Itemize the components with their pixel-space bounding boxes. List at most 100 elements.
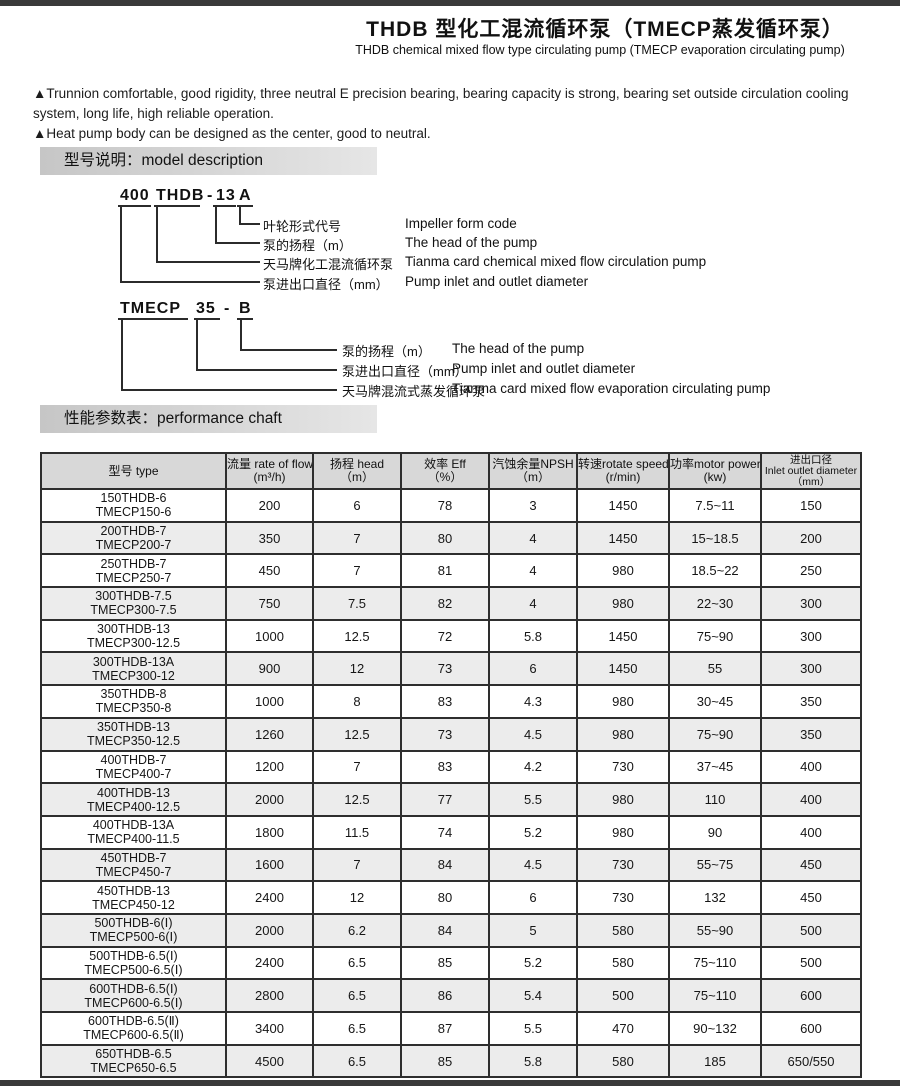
value-cell: 85 (400, 1043, 490, 1079)
value-cell: 980 (576, 782, 670, 817)
connector-line (196, 320, 337, 371)
diagram-label-en: Pump inlet and outlet diameter (405, 274, 589, 289)
code-token: 13 (216, 187, 236, 204)
table-row: 300THDB-7.5 TMECP300-7.5 750 7.5 82 4 980 22~30… (40, 586, 862, 621)
value-cell: 8 (312, 684, 402, 719)
value-cell: 1450 (576, 520, 670, 556)
connector-line (121, 320, 337, 391)
value-cell: 500 (576, 978, 670, 1013)
table-row: 350THDB-13 TMECP350-12.5 1260 12.5 73 4.5 980 7… (40, 716, 862, 752)
value-cell: 73 (400, 716, 490, 752)
value-cell: 3 (488, 488, 578, 523)
value-cell: 18.5~22 (668, 553, 762, 589)
value-cell: 82 (400, 586, 490, 621)
value-cell: 7 (312, 749, 402, 785)
diagram-label-en: Impeller form code (405, 216, 517, 231)
pump-type-cell: 150THDB-6 TMECP150-6 (40, 488, 227, 523)
value-cell: 400 (760, 749, 862, 785)
pump-type-cell: 400THDB-7 TMECP400-7 (40, 749, 227, 785)
code-token: TMECP (120, 300, 181, 317)
table-row: 400THDB-7 TMECP400-7 1200 7 83 4.2 730 37~45 400 (40, 749, 862, 785)
value-cell: 1600 (225, 847, 314, 883)
value-cell: 300 (760, 586, 862, 621)
value-cell: 7 (312, 520, 402, 556)
code-token: - (207, 187, 214, 204)
table-row: 400THDB-13A TMECP400-11.5 1800 11.5 74 5.2 980… (40, 814, 862, 850)
pump-type-cell: 400THDB-13 TMECP400-12.5 (40, 782, 227, 817)
value-cell: 900 (225, 651, 314, 687)
column-header: 效率 Eff （%） (400, 452, 490, 490)
value-cell: 4 (488, 553, 578, 589)
column-header: 汽蚀余量NPSH （m） (488, 452, 578, 490)
column-header: 功率motor power (kw) (668, 452, 762, 490)
value-cell: 350 (760, 716, 862, 752)
value-cell: 5.8 (488, 1043, 578, 1079)
value-cell: 12.5 (312, 716, 402, 752)
table-row: 500THDB-6(Ⅰ) TMECP500-6(Ⅰ) 2000 6.2 84 5 580 55… (40, 912, 862, 948)
value-cell: 90~132 (668, 1011, 762, 1046)
table-row: 600THDB-6.5(Ⅱ) TMECP600-6.5(Ⅱ) 3400 6.5 87 5.… (40, 1011, 862, 1046)
pump-type-cell: 500THDB-6(Ⅰ) TMECP500-6(Ⅰ) (40, 912, 227, 948)
table-row: 200THDB-7 TMECP200-7 350 7 80 4 1450 15~18.5 200 (40, 520, 862, 556)
table-row: 450THDB-7 TMECP450-7 1600 7 84 4.5 730 55~75 450 (40, 847, 862, 883)
code-token: B (239, 300, 252, 317)
value-cell: 110 (668, 782, 762, 817)
column-header: 转速rotate speed (r/min) (576, 452, 670, 490)
page-title-en: THDB chemical mixed flow type circulatin… (355, 43, 845, 57)
diagram-label-en: Tianma card mixed flow evaporation circu… (452, 381, 771, 396)
value-cell: 12.5 (312, 618, 402, 654)
value-cell: 350 (760, 684, 862, 719)
value-cell: 12.5 (312, 782, 402, 817)
value-cell: 980 (576, 684, 670, 719)
value-cell: 580 (576, 1043, 670, 1079)
value-cell: 400 (760, 782, 862, 817)
value-cell: 500 (760, 945, 862, 981)
value-cell: 15~18.5 (668, 520, 762, 556)
pump-type-cell: 650THDB-6.5 TMECP650-6.5 (40, 1043, 227, 1079)
value-cell: 1800 (225, 814, 314, 850)
pump-type-cell: 250THDB-7 TMECP250-7 (40, 553, 227, 589)
value-cell: 1200 (225, 749, 314, 785)
value-cell: 74 (400, 814, 490, 850)
value-cell: 2000 (225, 782, 314, 817)
value-cell: 980 (576, 586, 670, 621)
value-cell: 6 (312, 488, 402, 523)
value-cell: 80 (400, 520, 490, 556)
value-cell: 1000 (225, 618, 314, 654)
pump-type-cell: 400THDB-13A TMECP400-11.5 (40, 814, 227, 850)
diagram-label-cn: 泵进出口直径（mm） (263, 277, 389, 292)
value-cell: 1450 (576, 651, 670, 687)
value-cell: 5.2 (488, 814, 578, 850)
value-cell: 4.5 (488, 716, 578, 752)
value-cell: 12 (312, 880, 402, 915)
value-cell: 7.5 (312, 586, 402, 621)
value-cell: 1260 (225, 716, 314, 752)
pump-type-cell: 350THDB-13 TMECP350-12.5 (40, 716, 227, 752)
value-cell: 580 (576, 912, 670, 948)
table-row: 150THDB-6 TMECP150-6 200 6 78 3 1450 7.5~11 150 (40, 488, 862, 523)
code-token: THDB (156, 187, 205, 204)
performance-table: 型号 type 流量 rate of flow (m³/h) 扬程 head （m） 效率… (40, 452, 862, 1079)
value-cell: 200 (760, 520, 862, 556)
value-cell: 730 (576, 847, 670, 883)
value-cell: 86 (400, 978, 490, 1013)
connector-line (156, 207, 260, 263)
feature-list: ▲Trunnion comfortable, good rigidity, th… (33, 84, 878, 144)
diagram-label-en: The head of the pump (405, 235, 538, 250)
table-row: 650THDB-6.5 TMECP650-6.5 4500 6.5 85 5.8 580 18… (40, 1043, 862, 1079)
value-cell: 2000 (225, 912, 314, 948)
diagram-label-en: The head of the pump (452, 341, 585, 356)
value-cell: 80 (400, 880, 490, 915)
pump-type-cell: 300THDB-7.5 TMECP300-7.5 (40, 586, 227, 621)
value-cell: 450 (760, 847, 862, 883)
token-underline (118, 205, 151, 207)
pump-type-cell: 600THDB-6.5(Ⅰ) TMECP600-6.5(Ⅰ) (40, 978, 227, 1013)
value-cell: 7 (312, 847, 402, 883)
page-title-cn: THDB 型化工混流循环泵（TMECP蒸发循环泵） (366, 18, 844, 41)
value-cell: 6.5 (312, 945, 402, 981)
value-cell: 1450 (576, 618, 670, 654)
code-token: 400 (120, 187, 150, 204)
code-token: - (224, 300, 231, 317)
value-cell: 730 (576, 749, 670, 785)
